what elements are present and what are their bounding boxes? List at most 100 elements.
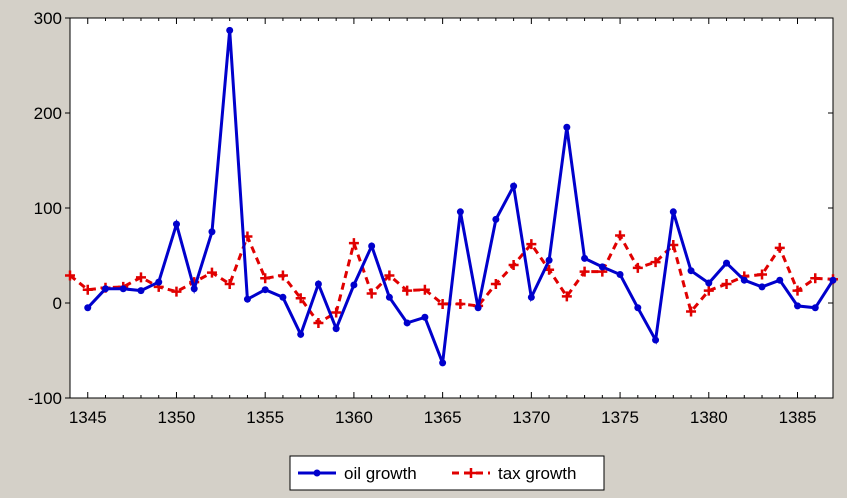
tax-growth-point (82, 284, 93, 295)
x-tick-label: 1375 (601, 408, 639, 427)
oil-growth-point (687, 267, 695, 275)
tax-growth-point (206, 267, 217, 278)
tax-growth-point (65, 270, 75, 281)
tax-growth-point (632, 262, 643, 273)
oil-growth-point (403, 319, 411, 327)
oil-growth-point (794, 302, 802, 310)
oil-growth-point (492, 215, 500, 223)
oil-growth-point (243, 295, 251, 303)
legend: oil growth tax growth (289, 455, 605, 491)
x-tick-label: 1365 (424, 408, 462, 427)
tax-growth-point (366, 288, 377, 299)
oil-growth-point (758, 283, 766, 291)
oil-growth-point (279, 293, 287, 301)
oil-growth-point (439, 359, 447, 367)
oil-growth-point (385, 293, 393, 301)
tax-growth-point (526, 239, 537, 250)
oil-growth-point (776, 276, 784, 284)
oil-growth-point (545, 256, 553, 264)
oil-growth-point (368, 242, 376, 250)
oil-growth-point (634, 304, 642, 312)
tax-growth-point (686, 306, 697, 317)
oil-growth-point (190, 285, 198, 293)
oil-growth-point (723, 259, 731, 267)
tax-growth-point (721, 279, 732, 289)
tax-growth-point (171, 286, 182, 297)
oil-growth-point (527, 293, 535, 301)
tax-growth-point (277, 270, 288, 281)
oil-growth-point (314, 280, 322, 288)
oil-growth-point (137, 287, 145, 295)
tax-growth-point (455, 298, 466, 309)
oil-growth-point (829, 276, 837, 284)
legend-tax-growth-marker (466, 468, 476, 478)
y-tick-label: -100 (28, 389, 62, 408)
axes: -100 0 100 200 300 1345 1350 1355 1360 1365 1370 13… (28, 9, 834, 427)
x-tick-label: 1355 (246, 408, 284, 427)
y-tick-label: 0 (53, 294, 62, 313)
tax-growth-point (437, 298, 448, 309)
tax-growth-point (650, 257, 661, 268)
legend-oil-growth-label: oil growth (344, 464, 417, 483)
x-tick-label: 1385 (779, 408, 817, 427)
legend-tax-growth-label: tax growth (498, 464, 576, 483)
oil-growth-point (261, 286, 269, 294)
oil-growth-point (350, 281, 358, 289)
y-tick-label: 300 (34, 9, 62, 28)
tax-growth-point (810, 273, 821, 284)
tax-growth-point (260, 273, 271, 284)
y-tick-label: 100 (34, 199, 62, 218)
oil-growth-point (155, 278, 163, 286)
tax-growth-point (792, 285, 803, 296)
oil-growth-point (84, 304, 92, 312)
oil-growth-point (101, 285, 109, 293)
tax-growth-point (402, 285, 413, 296)
oil-growth-point (581, 254, 589, 262)
tax-growth-point (561, 291, 572, 302)
oil-growth-point (598, 263, 606, 271)
tax-growth-point (313, 317, 324, 328)
y-tick-label: 200 (34, 104, 62, 123)
oil-growth-point (811, 304, 819, 312)
tax-growth-point (579, 266, 590, 277)
tax-growth-point (384, 270, 395, 281)
oil-growth-point (669, 208, 677, 216)
x-tick-label: 1370 (512, 408, 550, 427)
oil-growth-point (226, 26, 234, 34)
tax-growth-point (757, 269, 768, 280)
x-tick-label: 1360 (335, 408, 373, 427)
tax-growth-point (419, 284, 430, 295)
oil-growth-point (208, 228, 216, 236)
oil-growth-point (332, 325, 340, 333)
tax-growth-point (224, 279, 235, 289)
oil-growth-point (119, 285, 127, 293)
tax-growth-point (490, 279, 501, 289)
series-layer (65, 26, 838, 367)
oil-growth-point (456, 208, 464, 216)
oil-growth-point (421, 313, 429, 321)
oil-growth-point (474, 304, 482, 312)
tax-growth-point (348, 238, 359, 249)
legend-box (289, 455, 605, 491)
tax-growth-point (135, 272, 146, 283)
x-tick-label: 1380 (690, 408, 728, 427)
tax-growth-point (615, 230, 626, 241)
x-tick-label: 1350 (158, 408, 196, 427)
tax-growth-point (508, 260, 519, 270)
tax-growth-point (703, 285, 714, 296)
oil-growth-point (652, 336, 660, 344)
plot-area (69, 17, 834, 399)
oil-growth-point (297, 330, 305, 338)
tax-growth-point (295, 293, 306, 304)
legend-oil-growth-marker (313, 469, 321, 477)
oil-growth-point (616, 271, 624, 278)
x-tick-label: 1345 (69, 408, 107, 427)
oil-growth-point (172, 220, 180, 228)
tax-growth-point (774, 242, 785, 253)
oil-growth-point (740, 276, 748, 284)
oil-growth-point (563, 123, 571, 131)
oil-growth-point (705, 279, 713, 287)
oil-growth-point (510, 182, 518, 190)
tax-growth-point (331, 307, 342, 318)
